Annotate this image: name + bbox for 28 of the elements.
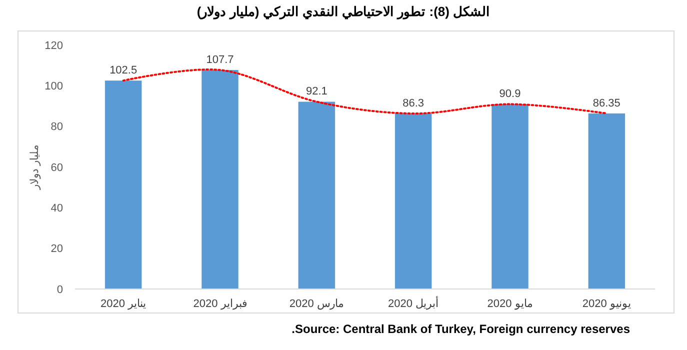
text: 86.35: [592, 97, 620, 110]
y-tick-label: 0: [56, 284, 63, 296]
bar: [492, 104, 528, 289]
bar: [104, 80, 142, 289]
y-axis-title: مليار دولار: [29, 144, 41, 191]
text: 102.5: [110, 64, 138, 77]
y-tick-label: 120: [44, 40, 63, 52]
text: 107.7: [206, 54, 234, 66]
y-tick-label: 80: [50, 121, 63, 134]
text: .Source: Central Bank of Turkey, Foreign currency reserves: [292, 322, 630, 336]
x-tick-label: يونيو 2020: [582, 298, 631, 310]
bar: [394, 114, 432, 289]
x-tick-label: فبراير 2020: [193, 298, 247, 310]
bar: [202, 70, 238, 289]
x-tick-label: يناير 2020: [100, 298, 146, 310]
text: 90.9: [499, 88, 521, 100]
x-tick-label: مارس 2020: [289, 298, 344, 310]
text: 92.1: [306, 86, 328, 98]
x-tick-label: أبريل 2020: [388, 296, 439, 310]
y-tick-label: 60: [50, 162, 63, 174]
text: 86.3: [402, 98, 424, 110]
y-tick-label: 100: [44, 80, 63, 93]
y-tick-label: 20: [50, 243, 63, 256]
x-tick-label: مايو 2020: [487, 298, 533, 310]
bar: [298, 102, 336, 289]
bar: [588, 113, 626, 289]
chart-title: الشكل (8): تطور الاحتياطي النقدي التركي (مليار دولار): [196, 4, 490, 20]
y-tick-label: 40: [50, 202, 63, 215]
